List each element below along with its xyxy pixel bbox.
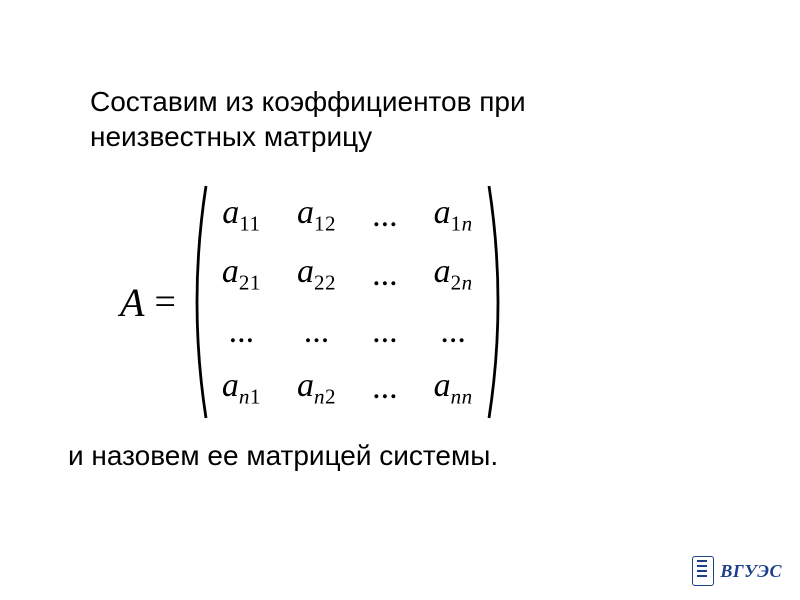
cell-n2: an2	[297, 369, 336, 407]
left-paren	[184, 182, 210, 422]
matrix: a11 a12 ... a1n a21 a22 ... a2n ... ... …	[184, 182, 511, 422]
cell-1-dots: ...	[372, 199, 398, 233]
lhs-symbol: A	[120, 279, 144, 326]
intro-line-1: Составим из коэффициентов при	[90, 86, 526, 117]
footer-logo: ВГУЭС	[692, 556, 782, 586]
matrix-body: a11 a12 ... a1n a21 a22 ... a2n ... ... …	[210, 182, 485, 422]
cell-12: a12	[297, 196, 336, 234]
equals-sign: =	[154, 280, 175, 324]
cell-1n: a1n	[434, 196, 473, 234]
cell-nn: ann	[434, 369, 473, 407]
logo-icon	[692, 556, 714, 586]
intro-text: Составим из коэффициентов при неизвестны…	[90, 84, 740, 154]
matrix-equation: A = a11 a12 ... a1n a21 a22 ... a2n ...	[120, 182, 511, 422]
outro-text: и назовем ее матрицей системы.	[68, 440, 740, 472]
cell-22: a22	[297, 255, 336, 293]
cell-n1: an1	[222, 369, 261, 407]
cell-dots-1: ...	[229, 315, 255, 349]
cell-dots-3: ...	[372, 315, 398, 349]
cell-2n: a2n	[434, 255, 473, 293]
cell-dots-4: ...	[440, 315, 466, 349]
cell-21: a21	[222, 255, 261, 293]
cell-dots-2: ...	[304, 315, 330, 349]
cell-n-dots: ...	[372, 371, 398, 405]
intro-line-2: неизвестных матрицу	[90, 121, 372, 152]
cell-11: a11	[222, 196, 260, 234]
right-paren	[485, 182, 511, 422]
logo-text: ВГУЭС	[720, 561, 782, 582]
slide: Составим из коэффициентов при неизвестны…	[0, 0, 800, 600]
cell-2-dots: ...	[372, 258, 398, 292]
